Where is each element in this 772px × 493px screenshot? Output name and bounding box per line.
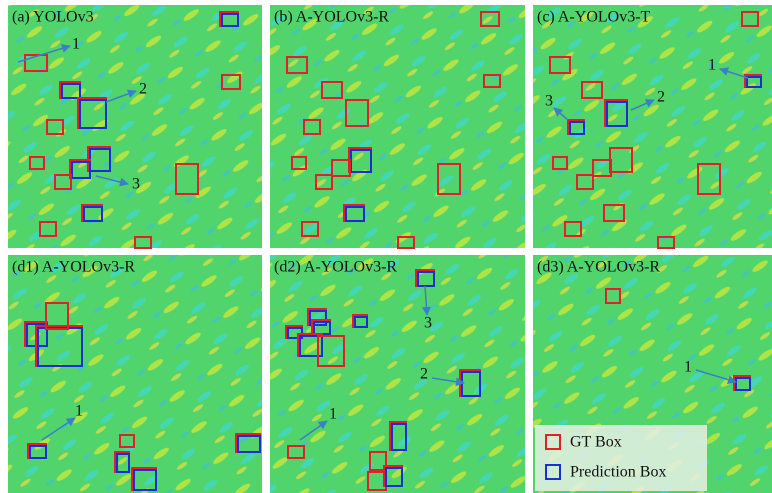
panel: (d1) A-YOLOv3-R 1 <box>8 255 262 493</box>
legend-gt: GT Box <box>570 434 622 451</box>
panel: (a) YOLOv3 1 2 3 <box>8 5 262 248</box>
figure: (a) YOLOv3 1 2 3 (b) A-YOLOv3-R (c) A-YOLOv3-… <box>0 0 772 493</box>
annotation: 3 <box>424 315 432 332</box>
annotation: 2 <box>657 89 665 106</box>
panel-label: (b) A-YOLOv3-R <box>274 9 389 26</box>
panel-label: (d3) A-YOLOv3-R <box>537 259 660 276</box>
heatmap-panel <box>270 5 525 248</box>
annotation: 1 <box>684 359 692 376</box>
annotation: 2 <box>420 366 428 383</box>
panel: (b) A-YOLOv3-R <box>270 5 525 248</box>
panel-label: (a) YOLOv3 <box>12 9 94 26</box>
heatmap-panel <box>270 255 525 493</box>
panel: (c) A-YOLOv3-T 1 3 2 <box>533 5 772 248</box>
annotation: 1 <box>708 57 716 74</box>
legend-prediction: Prediction Box <box>570 464 666 481</box>
annotation: 1 <box>75 403 83 420</box>
panel: (d2) A-YOLOv3-R 3 2 1 <box>270 255 525 493</box>
annotation: 2 <box>139 81 147 98</box>
annotation: 3 <box>545 93 553 110</box>
annotation: 3 <box>132 176 140 193</box>
annotation: 1 <box>329 406 337 423</box>
panel-label: (c) A-YOLOv3-T <box>537 9 651 26</box>
annotation: 1 <box>72 36 80 53</box>
panel-label: (d2) A-YOLOv3-R <box>274 259 397 276</box>
panel-label: (d1) A-YOLOv3-R <box>12 259 135 276</box>
